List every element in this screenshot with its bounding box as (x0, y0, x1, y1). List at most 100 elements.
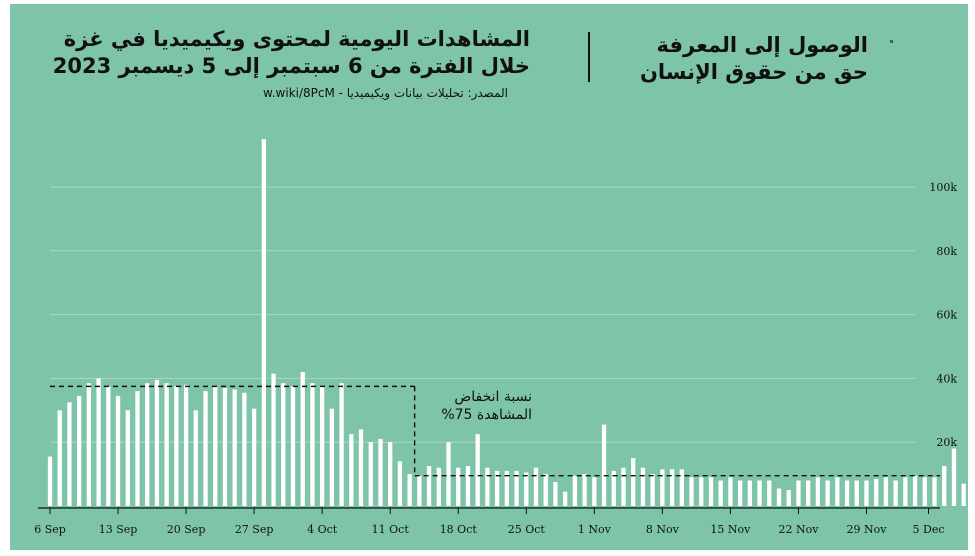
bar (358, 429, 364, 506)
bar (417, 475, 422, 506)
bar (660, 469, 665, 506)
bar (86, 383, 92, 506)
bar (320, 386, 325, 506)
bar (494, 470, 500, 506)
bar (533, 467, 539, 506)
bar (903, 477, 908, 506)
chart-title-line1: المشاهدات اليومية لمحتوى ويكيميديا في غز… (63, 27, 530, 51)
bar (815, 477, 821, 506)
bar (242, 392, 247, 506)
bar (835, 477, 840, 506)
chart-title-line2: خلال الفترة من 6 سبتمبر إلى 5 ديسمبر 202… (52, 54, 530, 78)
bar (844, 480, 850, 506)
bar (912, 475, 918, 506)
bar (329, 408, 335, 506)
annotation-line2: المشاهدة 75% (441, 407, 532, 423)
bar (290, 386, 296, 506)
x-tick-label: 29 Nov (846, 523, 887, 536)
bar (689, 477, 694, 506)
bar (251, 408, 257, 506)
bar (388, 442, 393, 506)
brand-line1: الوصول إلى المعرفة (656, 33, 868, 57)
y-tick-label: 40k (936, 372, 957, 385)
x-tick-label: 22 Nov (778, 523, 819, 536)
x-tick-label: 15 Nov (710, 523, 751, 536)
reference-lines (50, 385, 940, 477)
bar (922, 477, 927, 506)
bar (621, 467, 626, 506)
bar (640, 467, 646, 506)
bar (145, 383, 150, 506)
x-tick-label: 27 Sep (235, 523, 274, 536)
brand-dot (890, 40, 893, 43)
bar (271, 373, 276, 506)
bar (854, 480, 859, 506)
bar (543, 474, 548, 506)
bar (281, 383, 286, 506)
bar (47, 456, 53, 506)
bar (883, 477, 889, 506)
bar (125, 410, 130, 506)
bar (426, 466, 432, 506)
bar (456, 467, 461, 506)
brand-line2: حق من حقوق الإنسان (640, 60, 868, 84)
bar (174, 386, 179, 506)
bar (222, 387, 228, 506)
bar (776, 488, 782, 506)
bar (183, 384, 189, 506)
bar (563, 491, 568, 506)
bar (213, 386, 218, 506)
header-divider (588, 32, 590, 82)
bar (592, 477, 597, 506)
x-tick-label: 11 Oct (372, 523, 410, 536)
bar (747, 480, 752, 506)
x-tick-label: 4 Oct (307, 523, 338, 536)
x-tick-label: 18 Oct (440, 523, 478, 536)
bar (407, 474, 412, 506)
bar (232, 389, 237, 506)
bar (164, 383, 169, 506)
decline-annotation: نسبة انخفاض المشاهدة 75% (412, 388, 532, 424)
x-tick-label: 13 Sep (99, 523, 138, 536)
bar (349, 434, 354, 506)
bar (475, 434, 480, 506)
bar (397, 461, 403, 506)
bar (874, 478, 879, 506)
y-tick-label: 60k (936, 309, 957, 322)
bar (135, 391, 140, 506)
bar (757, 480, 762, 506)
bar (261, 139, 266, 506)
bar (679, 469, 684, 506)
bar (806, 480, 811, 506)
bar (971, 493, 975, 506)
brand-slogan: الوصول إلى المعرفة حق من حقوق الإنسان (605, 32, 868, 86)
y-tick-label: 80k (936, 245, 957, 258)
bar (572, 475, 578, 506)
bar (893, 480, 898, 506)
x-tick-label: 8 Nov (646, 523, 680, 536)
bar (339, 383, 344, 506)
bar (77, 395, 82, 506)
bar (504, 470, 509, 506)
x-tick-label: 20 Sep (167, 523, 206, 536)
bar (708, 477, 714, 506)
bar (485, 467, 490, 506)
y-tick-labels: 20k 40k 60k 80k 100k (929, 181, 957, 449)
y-tick-label: 20k (936, 436, 957, 449)
bar (728, 477, 733, 506)
bar (57, 410, 62, 506)
bar (601, 424, 607, 506)
bar (514, 470, 519, 506)
chart-background (10, 4, 968, 550)
bar (864, 480, 869, 506)
bar (300, 372, 305, 506)
bar (631, 458, 636, 506)
bar (465, 466, 471, 506)
bar (67, 402, 72, 506)
x-tick-label: 5 Dec (913, 523, 945, 536)
x-tick-label: 25 Oct (508, 523, 546, 536)
annotation-line1: نسبة انخفاض (454, 389, 532, 405)
bar (446, 442, 451, 506)
bar (737, 480, 743, 506)
